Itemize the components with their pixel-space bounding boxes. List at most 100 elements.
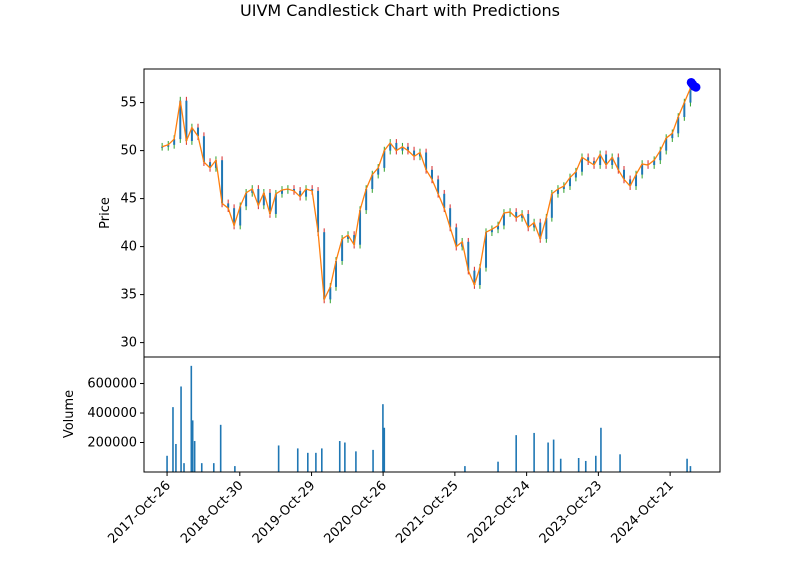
candle-body	[539, 222, 542, 239]
candle-body	[167, 144, 170, 147]
candle-body	[262, 192, 265, 206]
candle-body	[473, 270, 476, 285]
volume-bar	[277, 445, 280, 472]
volume-bar	[200, 463, 203, 472]
candle-body	[268, 192, 271, 214]
volume-bar	[515, 435, 517, 472]
candle-body	[233, 208, 236, 226]
candle-body	[623, 169, 625, 180]
candle-body	[490, 229, 493, 233]
candle-body	[605, 154, 608, 165]
candle-body	[611, 157, 614, 165]
candle-body	[365, 189, 368, 211]
candle-body	[502, 213, 505, 226]
candle-body	[395, 142, 398, 151]
volume-bar	[577, 457, 580, 472]
candle-body	[437, 179, 440, 194]
candle-body	[641, 164, 644, 175]
candle-body	[485, 232, 488, 268]
candle-body	[305, 189, 308, 197]
candle-body	[521, 213, 524, 218]
candle-body	[197, 127, 200, 137]
volume-bar	[191, 420, 194, 472]
candle-body	[371, 174, 374, 189]
volume-bar	[307, 452, 309, 472]
candle-body	[418, 152, 421, 157]
candle-body	[377, 167, 380, 175]
price-marks	[161, 77, 701, 304]
volume-bars	[166, 365, 692, 472]
volume-bar	[686, 458, 688, 472]
candle-body	[311, 189, 314, 191]
volume-panel-frame	[143, 356, 721, 473]
volume-y-tick-label: 400000	[87, 406, 137, 421]
candle-body	[593, 161, 596, 165]
candle-body	[299, 190, 302, 197]
price-y-tick-label: 40	[120, 240, 137, 255]
candle-body	[574, 171, 577, 178]
candle-body	[443, 193, 446, 209]
chart-title: UIVM Candlestick Chart with Predictions	[240, 1, 560, 20]
volume-bar	[219, 424, 222, 472]
volume-bar	[464, 466, 466, 472]
volume-bar	[315, 452, 317, 472]
volume-bar	[372, 449, 374, 472]
price-y-tick-label: 50	[120, 144, 137, 159]
volume-bar	[497, 461, 499, 472]
candle-body	[683, 102, 686, 117]
candle-body	[274, 193, 277, 214]
volume-y-axis: 200000 400000 600000	[87, 377, 144, 451]
volume-y-axis-label: Volume	[62, 390, 77, 438]
candle-body	[550, 193, 553, 218]
volume-bar	[175, 443, 177, 472]
volume-bar	[172, 407, 174, 472]
price-panel: 30 35 40 45 50 55 Price	[98, 68, 721, 358]
candle-body	[425, 152, 428, 170]
volume-bar	[552, 439, 555, 472]
candle-body	[431, 169, 433, 180]
candle-body	[335, 261, 337, 287]
candle-body	[389, 142, 392, 151]
candle-body	[629, 179, 632, 187]
candle-body	[293, 189, 296, 191]
candle-body	[161, 146, 164, 148]
volume-bar	[212, 463, 215, 472]
candle-body	[497, 225, 500, 230]
candle-body	[227, 203, 230, 209]
candle-body	[280, 189, 283, 194]
volume-bar	[533, 432, 535, 472]
candle-body	[545, 217, 548, 239]
price-y-tick-label: 35	[120, 288, 137, 303]
volume-bar	[234, 466, 236, 472]
candle-body	[323, 232, 326, 300]
candle-body	[251, 189, 254, 193]
price-y-axis-label: Price	[98, 197, 113, 229]
candle-body	[401, 146, 404, 151]
candle-body	[239, 206, 242, 226]
candle-body	[173, 139, 176, 145]
candle-body	[653, 160, 656, 165]
volume-bar	[584, 460, 587, 472]
candle-body	[677, 117, 680, 134]
candle-body	[317, 190, 320, 233]
candle-body	[353, 235, 356, 245]
candle-body	[179, 100, 182, 140]
candle-body	[568, 177, 571, 187]
volume-bar	[383, 427, 386, 472]
volume-bar	[321, 448, 323, 472]
candle-body	[449, 208, 452, 228]
candle-body	[190, 127, 193, 141]
candle-body	[671, 133, 674, 139]
price-y-tick-label: 30	[120, 336, 137, 351]
candle-body	[659, 150, 662, 161]
candle-body	[221, 160, 224, 204]
volume-bar	[619, 454, 621, 472]
candle-body	[413, 150, 416, 157]
volume-y-tick-label: 600000	[87, 377, 137, 392]
prediction-point	[691, 82, 701, 92]
candle-body	[617, 157, 620, 170]
volume-bar	[559, 458, 562, 472]
price-y-tick-label: 55	[120, 96, 137, 111]
